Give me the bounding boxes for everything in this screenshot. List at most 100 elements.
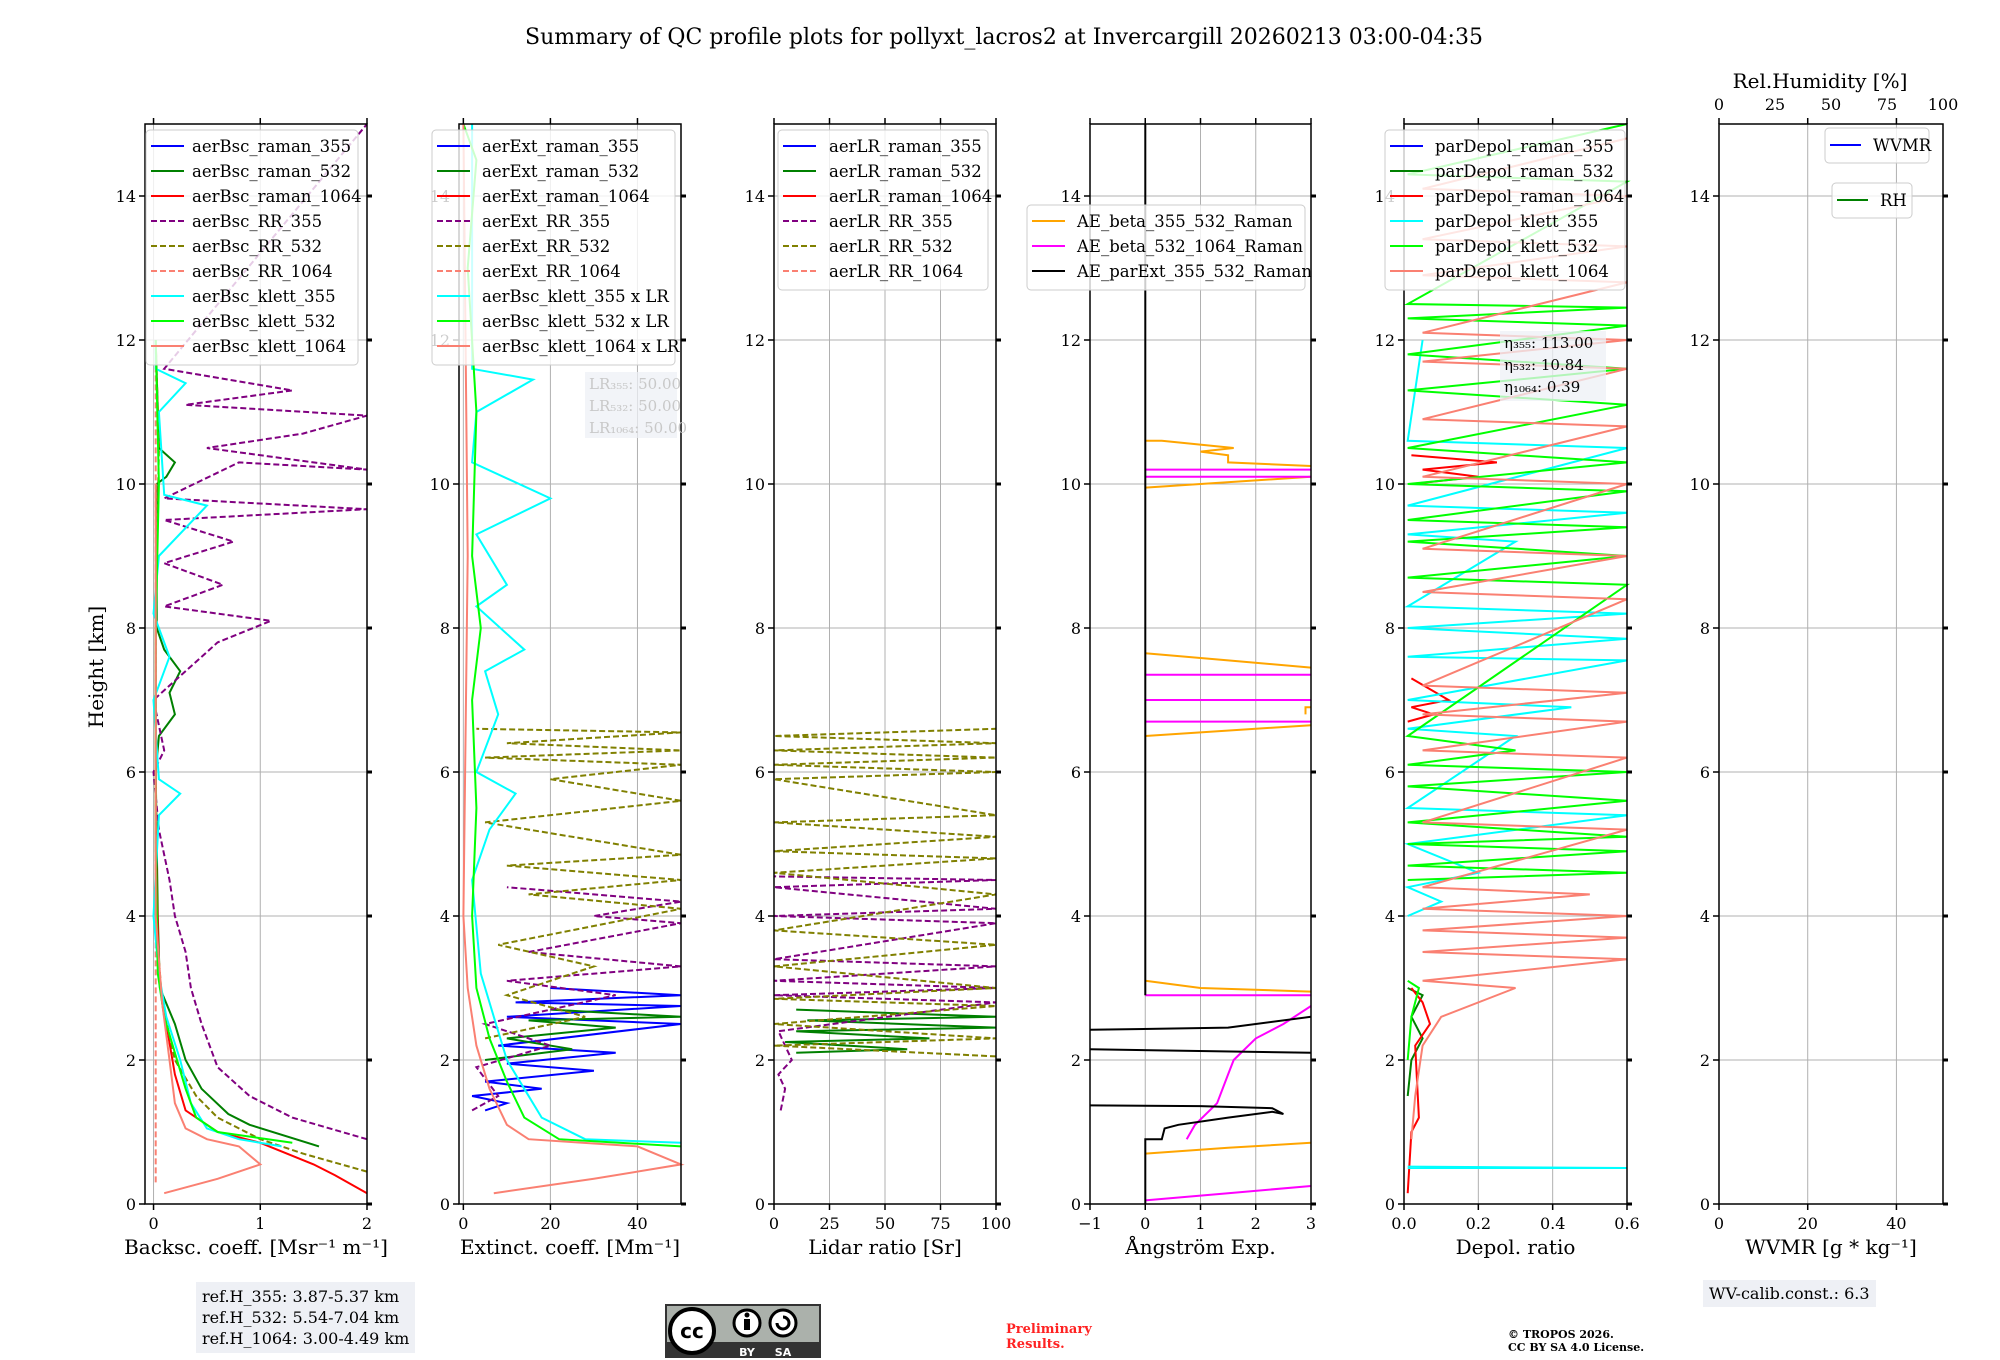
legend-label: parDepol_klett_355 (1435, 212, 1598, 231)
refh-1064: ref.H_1064: 3.00-4.49 km (202, 1329, 410, 1348)
legend-label: aerBsc_klett_532 x LR (482, 312, 669, 331)
series-line-aerBsc_raman_532 (154, 339, 320, 1148)
legend-label: aerLR_raman_532 (829, 162, 982, 181)
annotation-text: η₁₀₆₄: 0.39 (1504, 378, 1580, 396)
x-axis-label: Extinct. coeff. [Mm⁻¹] (460, 1235, 680, 1259)
y-tick-label: 4 (755, 907, 765, 926)
legend-label: parDepol_raman_1064 (1435, 187, 1624, 206)
refh-355: ref.H_355: 3.87-5.37 km (202, 1287, 400, 1306)
series-line-aerBsc_RR_355 (152, 123, 368, 1141)
figure-title: Summary of QC profile plots for pollyxt_… (525, 25, 1483, 50)
y-tick-label: 6 (1700, 763, 1710, 782)
copyright-note: © TROPOS 2026. CC BY SA 4.0 License. (1508, 1328, 1644, 1354)
x-tick-label: 0.2 (1466, 1214, 1491, 1233)
y-tick-label: 10 (430, 475, 450, 494)
y-tick-label: 6 (440, 763, 450, 782)
y-tick-label: 12 (1690, 331, 1710, 350)
by-label: BY (739, 1346, 756, 1359)
y-tick-label: 10 (1061, 475, 1081, 494)
y-tick-label: 10 (1690, 475, 1710, 494)
legend-label: aerBsc_klett_1064 x LR (482, 337, 680, 356)
y-tick-label: 4 (1385, 907, 1395, 926)
legend-label: aerBsc_klett_355 x LR (482, 287, 669, 306)
axes-frame (1718, 123, 1944, 1205)
legend: aerLR_raman_355 aerLR_raman_532 aerLR_rama… (777, 129, 992, 291)
y-tick-label: 8 (1385, 619, 1395, 638)
y-tick-label: 12 (745, 331, 765, 350)
x-tick-label: 2 (1251, 1214, 1261, 1233)
x-tick-label: 100 (981, 1214, 1012, 1233)
legend-label: aerBsc_raman_355 (192, 137, 351, 156)
legend-RH: RH (1831, 182, 1913, 219)
legend-label: aerExt_raman_355 (482, 137, 639, 156)
x-tick-label: 40 (1886, 1214, 1906, 1233)
series-line-parDepol_raman_532 (1406, 987, 1424, 1097)
preliminary-line2: Results. (1006, 1337, 1065, 1352)
panel-6: 0 20 40 0 2 4 6 8 10 12 14 WVMR [g * kg⁻¹] 0 25 50 75 10… (1690, 69, 1959, 1259)
y-tick-label: 8 (126, 619, 136, 638)
x-tick-label: 1 (1195, 1214, 1205, 1233)
y-tick-label: 14 (1061, 187, 1081, 206)
legend-label: AE_beta_532_1064_Raman (1076, 237, 1303, 256)
legend-label: aerExt_raman_532 (482, 162, 639, 181)
legend: parDepol_raman_355 parDepol_raman_532 parD… (1384, 129, 1626, 291)
x-tick-label: 0 (1714, 1214, 1724, 1233)
top-tick-label: 75 (1877, 95, 1897, 114)
legend-box (777, 129, 989, 291)
axes-frame (144, 123, 368, 1205)
legend-label: aerBsc_RR_355 (192, 212, 322, 231)
y-tick-label: 12 (1375, 331, 1395, 350)
y-tick-label: 0 (1700, 1195, 1710, 1214)
y-tick-label: 0 (755, 1195, 765, 1214)
sa-label: SA (775, 1346, 792, 1359)
x-tick-label: 0.4 (1540, 1214, 1565, 1233)
copyright-line1: © TROPOS 2026. (1508, 1328, 1614, 1341)
preliminary-line1: Preliminary (1006, 1322, 1092, 1337)
y-tick-label: 14 (1690, 187, 1710, 206)
legend-label: aerExt_RR_1064 (482, 262, 621, 281)
legend-label: parDepol_raman_355 (1435, 137, 1614, 156)
cc-icon (668, 1307, 716, 1355)
legend-label: aerBsc_klett_1064 (192, 337, 346, 356)
x-tick-label: 25 (819, 1214, 839, 1233)
legend-box (431, 129, 676, 366)
x-tick-label: 0.0 (1391, 1214, 1416, 1233)
series-line-aerBsc_RR_532 (154, 339, 368, 1173)
series-line-AE_beta_355_532_Raman (1145, 439, 1312, 1155)
x-tick-label: 0 (148, 1214, 158, 1233)
x-tick-label: 20 (1798, 1214, 1818, 1233)
legend-box (1824, 127, 1930, 164)
y-tick-label: 6 (1071, 763, 1081, 782)
y-tick-label: 14 (116, 187, 136, 206)
legend: aerBsc_raman_355 aerBsc_raman_532 aerBsc_r… (145, 129, 362, 366)
y-tick-label: 2 (1385, 1051, 1395, 1070)
legend-label: parDepol_raman_532 (1435, 162, 1614, 181)
y-tick-label: 2 (440, 1051, 450, 1070)
legend-label: aerLR_RR_1064 (829, 262, 963, 281)
series-line-aerBsc_raman_1064 (154, 628, 368, 1195)
x-axis-label: Depol. ratio (1456, 1235, 1576, 1259)
legend-label: aerBsc_RR_532 (192, 237, 322, 256)
legend: AE_beta_355_532_Raman AE_beta_532_1064_Ra… (1026, 204, 1312, 291)
y-tick-label: 12 (116, 331, 136, 350)
y-tick-label: 8 (755, 619, 765, 638)
y-tick-label: 8 (1071, 619, 1081, 638)
series-line-parDepol_klett_532 (1403, 123, 1631, 1061)
axes-frame (1403, 123, 1628, 1205)
x-axis-label: Backsc. coeff. [Msr⁻¹ m⁻¹] (124, 1235, 388, 1259)
x-tick-label: 0 (769, 1214, 779, 1233)
preliminary-note: Preliminary Results. (1006, 1322, 1092, 1352)
y-tick-label: 4 (1700, 907, 1710, 926)
series-line-aerBsc_klett_355 (152, 340, 282, 1148)
cc-text: cc (680, 1319, 704, 1343)
legend-box (145, 129, 359, 366)
top-axis-label: Rel.Humidity [%] (1733, 69, 1908, 93)
series-line-aerExt_RR_532 (476, 727, 682, 1040)
y-tick-label: 14 (745, 187, 765, 206)
legend-label: aerLR_raman_1064 (829, 187, 992, 206)
cc-license-badge: cc BY SA (665, 1304, 821, 1359)
legend-label: aerBsc_raman_532 (192, 162, 351, 181)
